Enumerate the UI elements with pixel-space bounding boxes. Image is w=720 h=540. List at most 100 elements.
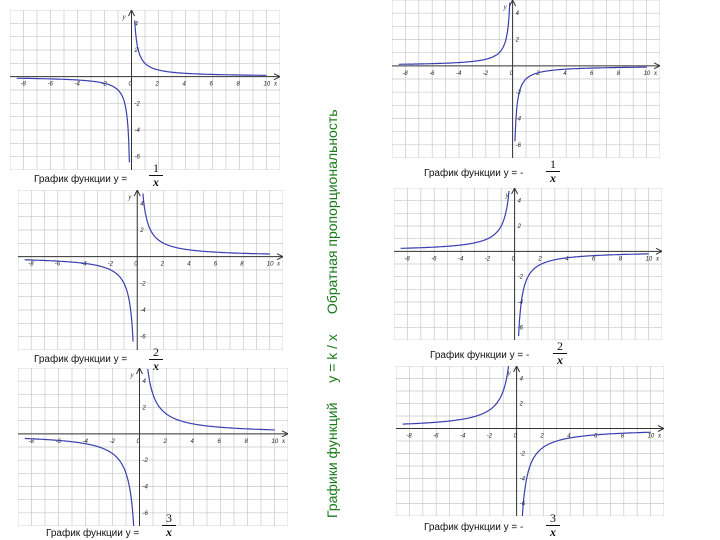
fraction-numerator: 3 — [162, 512, 176, 526]
x-tick-label: 6 — [592, 256, 596, 262]
x-tick-label: -4 — [456, 71, 462, 77]
y-tick-label: 2 — [517, 224, 522, 230]
x-tick-label: 0 — [137, 439, 141, 445]
x-tick-label: 4 — [567, 434, 571, 440]
x-tick-label: 2 — [537, 256, 542, 262]
y-tick-label: -6 — [518, 325, 524, 331]
x-tick-label: -6 — [56, 439, 62, 445]
y-axis-label: y — [505, 191, 510, 199]
fraction-numerator: 3 — [546, 512, 560, 526]
y-tick-label: -6 — [516, 143, 522, 149]
graph-panel-2: -8 -6 -4 -2 0 2 4 6 8 10 x 4 2 -2 -4 -6 y — [18, 190, 283, 350]
fraction-denominator: x — [557, 353, 563, 367]
x-tick-label: -8 — [29, 439, 35, 445]
y-axis-arrow — [133, 190, 141, 197]
y-axis-label: y — [507, 369, 512, 377]
x-tick-label: 8 — [619, 256, 623, 262]
hyperbola-branch-left — [402, 366, 510, 425]
x-tick-label: 10 — [272, 439, 279, 445]
x-tick-label: 2 — [163, 439, 168, 445]
x-tick-label: -2 — [487, 434, 493, 440]
y-axis-arrow — [136, 368, 143, 375]
hyperbola-branch-right — [134, 20, 267, 76]
x-tick-label: 10 — [648, 434, 655, 440]
y-tick-label: 2 — [519, 402, 524, 408]
graph-fraction-2: 2 x — [149, 346, 163, 373]
hyperbola-branch-right — [147, 368, 275, 431]
fraction-numerator: 1 — [149, 162, 163, 176]
x-tick-label: -2 — [102, 82, 108, 88]
x-tick-label: -4 — [81, 262, 87, 268]
x-tick-label: 0 — [129, 82, 133, 88]
graph-fraction-4: 1 x — [546, 158, 560, 185]
x-tick-label: -8 — [402, 71, 408, 77]
y-tick-label: 2 — [134, 48, 139, 54]
y-axis-arrow — [128, 10, 135, 17]
coordinate-plane: -8 -6 -4 -2 0 2 4 6 8 10 x42-2-4-6y — [396, 366, 664, 516]
graph-caption-2: График функции у = — [34, 354, 128, 365]
y-axis-label: y — [503, 3, 508, 11]
x-tick-label: 2 — [535, 71, 540, 77]
y-tick-label: 4 — [516, 11, 520, 17]
x-tick-label: 10 — [644, 71, 651, 77]
y-tick-label: -4 — [520, 477, 526, 483]
hyperbola-branch-left — [400, 190, 510, 249]
y-tick-label: 4 — [143, 379, 147, 385]
y-tick-label: 4 — [135, 21, 139, 27]
hyperbola-branch-left — [16, 77, 130, 163]
x-tick-label: 6 — [214, 262, 218, 268]
y-tick-label: -6 — [140, 335, 146, 341]
x-tick-label: -4 — [460, 434, 466, 440]
coordinate-plane: -8 -6 -4 -2 0 2 4 6 8 10 x42-2-4-6y — [10, 10, 280, 170]
x-axis-label: x — [273, 80, 278, 88]
y-tick-label: 4 — [520, 377, 524, 383]
hyperbola-branch-right — [142, 193, 270, 255]
graph-panel-3: -8 -6 -4 -2 0 2 4 6 8 10 x 4 2 -2 -4 -6 y — [18, 368, 288, 526]
graph-caption-5: График функции у = - — [430, 350, 530, 361]
title-part-functions: Графики функций — [324, 402, 340, 518]
graph-caption-3: График функции у = — [46, 528, 140, 539]
title-part-formula: y = k / x — [324, 334, 340, 383]
hyperbola-branch-left — [24, 259, 134, 342]
graph-fraction-6: 3 x — [546, 512, 560, 539]
x-tick-label: 10 — [267, 262, 274, 268]
x-tick-label: 8 — [617, 71, 621, 77]
y-tick-label: -2 — [140, 281, 146, 287]
x-tick-label: -2 — [485, 256, 491, 262]
x-axis-arrow — [653, 62, 660, 70]
x-tick-label: 10 — [646, 256, 653, 262]
x-axis-arrow — [273, 73, 280, 81]
y-tick-label: -2 — [143, 458, 149, 464]
y-tick-label: -4 — [135, 128, 141, 134]
x-tick-label: 6 — [218, 439, 222, 445]
graph-panel-5: -8 -6 -4 -2 0 2 4 6 8 10 x 4 2 -2 -4 -6 y — [394, 188, 662, 340]
y-tick-label: -6 — [520, 502, 526, 508]
x-axis-arrow — [276, 253, 283, 261]
x-tick-label: 4 — [187, 262, 191, 268]
x-tick-label: -4 — [75, 82, 81, 88]
y-tick-label: -4 — [140, 308, 146, 314]
x-axis-label: x — [281, 437, 286, 445]
x-axis-arrow — [281, 430, 288, 438]
y-tick-label: 4 — [140, 201, 144, 207]
x-tick-label: -6 — [55, 262, 61, 268]
fraction-denominator: x — [166, 525, 172, 539]
hyperbola-branch-right — [518, 253, 649, 337]
x-axis-arrow — [657, 425, 664, 432]
x-tick-label: -8 — [404, 256, 410, 262]
y-axis-label: y — [127, 193, 132, 201]
x-tick-label: 2 — [160, 262, 165, 268]
hyperbola-branch-left — [398, 2, 511, 65]
y-tick-label: -6 — [135, 155, 141, 161]
graph-panel-1: -8 -6 -4 -2 0 2 4 6 8 10 x 4 2 -2 -4 -6 y — [10, 10, 280, 170]
coordinate-plane: -8 -6 -4 -2 0 2 4 6 8 10 x42-2-4-6y — [394, 188, 662, 340]
x-tick-label: 6 — [594, 434, 598, 440]
x-tick-label: 4 — [565, 256, 569, 262]
fraction-denominator: x — [550, 171, 556, 185]
y-tick-label: -2 — [520, 452, 526, 458]
x-tick-label: -6 — [48, 82, 54, 88]
x-axis-label: x — [657, 432, 662, 440]
x-axis-arrow — [655, 247, 662, 255]
x-tick-label: -8 — [21, 82, 27, 88]
x-tick-label: 8 — [240, 262, 244, 268]
